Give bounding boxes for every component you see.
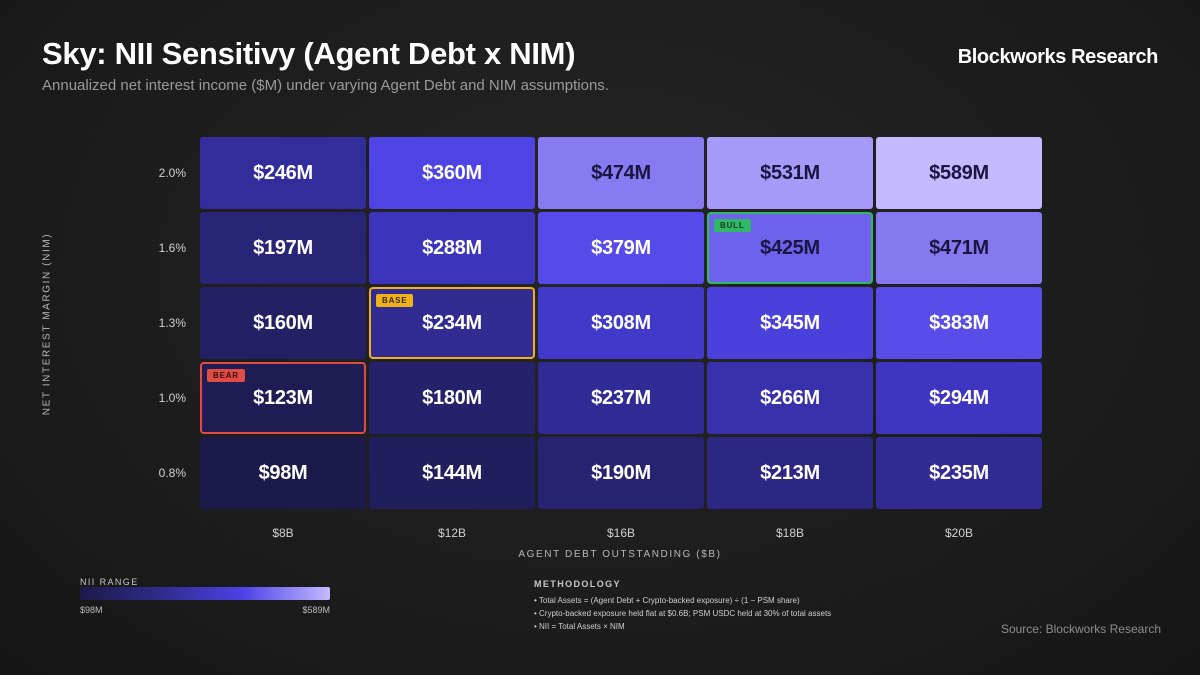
heatmap-cell: $237M <box>538 362 704 434</box>
heatmap-cell: $474M <box>538 137 704 209</box>
heatmap-cell: $288M <box>369 212 535 284</box>
heatmap-cell: $98M <box>200 437 366 509</box>
heatmap-cell: $235M <box>876 437 1042 509</box>
cell-value-label: $474M <box>591 161 651 184</box>
heatmap-cell: $308M <box>538 287 704 359</box>
cell-value-label: $425M <box>760 236 820 259</box>
methodology-line: • NII = Total Assets × NIM <box>534 622 625 631</box>
heatmap-cell: $213M <box>707 437 873 509</box>
x-tick-label: $18B <box>775 526 805 540</box>
cell-value-label: $360M <box>422 161 482 184</box>
heatmap-cell: $531M <box>707 137 873 209</box>
cell-value-label: $237M <box>591 386 651 409</box>
cell-value-label: $589M <box>929 161 989 184</box>
source-note: Source: Blockworks Research <box>1000 622 1161 636</box>
y-tick-label: 0.8% <box>158 466 186 480</box>
methodology-title: METHODOLOGY <box>534 579 621 589</box>
heatmap-cell: $246M <box>200 137 366 209</box>
methodology-line: • Total Assets = (Agent Debt + Crypto-ba… <box>534 596 800 605</box>
cell-value-label: $266M <box>760 386 820 409</box>
cell-value-label: $531M <box>760 161 820 184</box>
heatmap-cell: $160M <box>200 287 366 359</box>
heatmap-cell: BEAR $123M <box>200 362 366 434</box>
heatmap-cell: $360M <box>369 137 535 209</box>
cell-value-label: $190M <box>591 461 651 484</box>
cell-value-label: $246M <box>253 161 313 184</box>
y-tick-label: 2.0% <box>158 166 186 180</box>
heatmap-cell: $294M <box>876 362 1042 434</box>
brand-logo-text: Blockworks Research <box>957 46 1159 68</box>
heatmap-cell: $471M <box>876 212 1042 284</box>
y-axis-label: NET INTEREST MARGIN (NIM) <box>41 232 53 416</box>
heatmap-cell: $197M <box>200 212 366 284</box>
cell-value-label: $288M <box>422 236 482 259</box>
heatmap-cell: $383M <box>876 287 1042 359</box>
x-tick-label: $12B <box>437 526 467 540</box>
heatmap-cell: BASE $234M <box>369 287 535 359</box>
cell-value-label: $123M <box>253 386 313 409</box>
y-tick-label: 1.0% <box>158 391 186 405</box>
x-tick-label: $16B <box>606 526 636 540</box>
heatmap-cell: $180M <box>369 362 535 434</box>
cell-value-label: $180M <box>422 386 482 409</box>
legend-max-label: $589M <box>302 605 330 615</box>
methodology-line: • Crypto-backed exposure held flat at $0… <box>534 609 832 618</box>
scenario-badge: BASE <box>376 294 414 307</box>
y-tick-label: 1.6% <box>158 241 186 255</box>
x-tick-label: $20B <box>944 526 974 540</box>
chart-title: Sky: NII Sensitivy (Agent Debt x NIM) <box>42 36 576 71</box>
heatmap-cell: $379M <box>538 212 704 284</box>
scenario-badge: BULL <box>714 219 751 232</box>
cell-value-label: $235M <box>929 461 989 484</box>
cell-value-label: $383M <box>929 311 989 334</box>
cell-value-label: $197M <box>253 236 313 259</box>
cell-value-label: $213M <box>760 461 820 484</box>
y-tick-label: 1.3% <box>158 316 186 330</box>
heatmap-cell: $144M <box>369 437 535 509</box>
cell-value-label: $98M <box>258 461 308 484</box>
legend-title: NII RANGE <box>80 577 139 587</box>
heatmap-cell: $345M <box>707 287 873 359</box>
x-tick-label: $8B <box>272 526 294 540</box>
chart-subtitle: Annualized net interest income ($M) unde… <box>42 77 609 94</box>
cell-value-label: $471M <box>929 236 989 259</box>
heatmap-cell: BULL $425M <box>707 212 873 284</box>
heatmap-cell: $589M <box>876 137 1042 209</box>
cell-value-label: $294M <box>929 386 989 409</box>
cell-value-label: $160M <box>253 311 313 334</box>
cell-value-label: $144M <box>422 461 482 484</box>
legend-gradient-bar <box>80 587 330 600</box>
x-axis-label: AGENT DEBT OUTSTANDING ($B) <box>518 549 722 560</box>
cell-value-label: $234M <box>422 311 482 334</box>
heatmap-cell: $190M <box>538 437 704 509</box>
cell-value-label: $308M <box>591 311 651 334</box>
legend-min-label: $98M <box>80 605 103 615</box>
scenario-badge: BEAR <box>207 369 245 382</box>
cell-value-label: $379M <box>591 236 651 259</box>
heatmap-cell: $266M <box>707 362 873 434</box>
cell-value-label: $345M <box>760 311 820 334</box>
